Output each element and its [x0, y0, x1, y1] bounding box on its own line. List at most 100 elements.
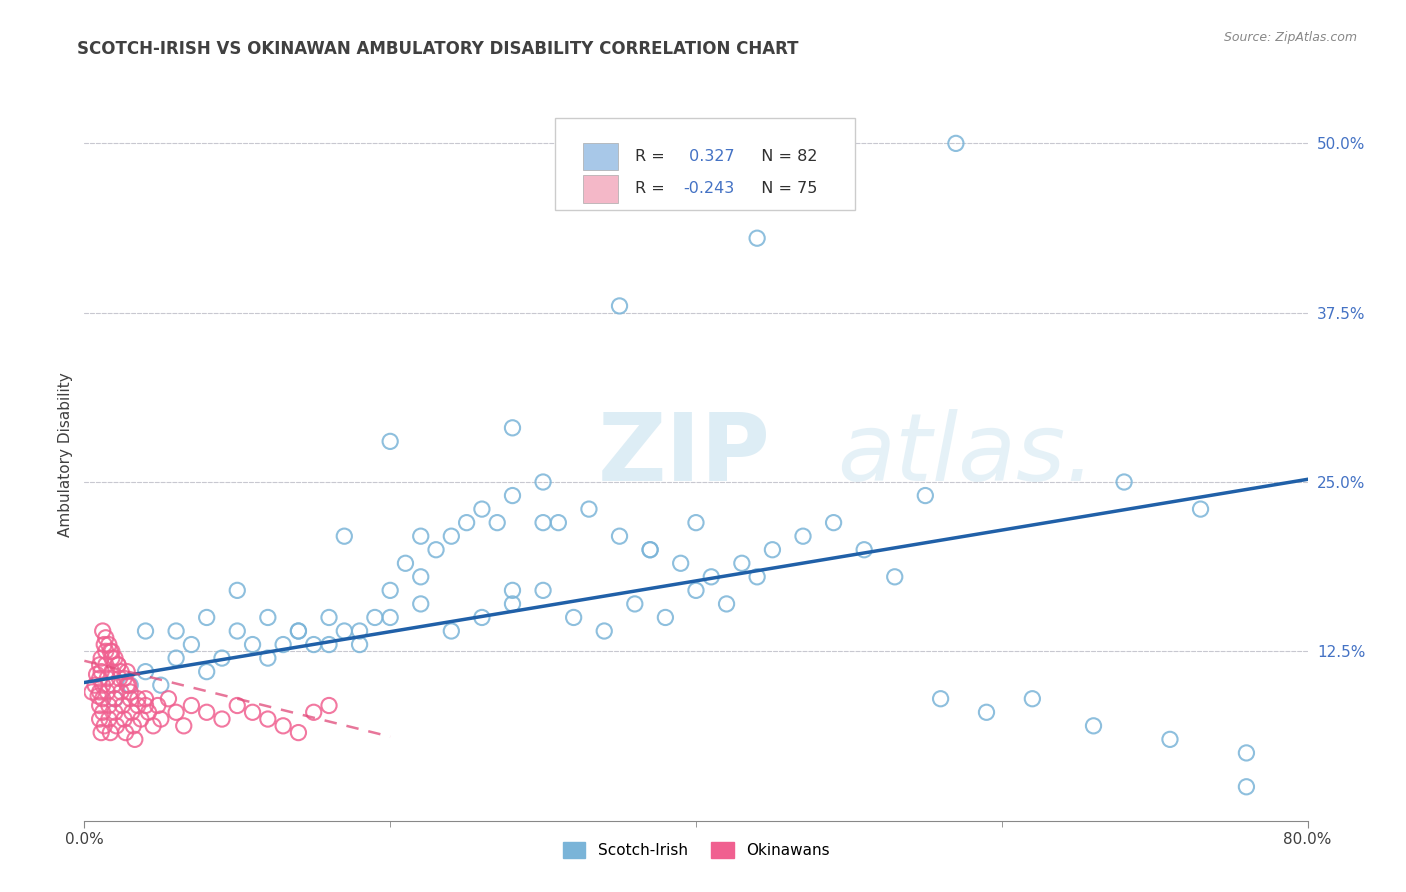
Point: [531, 475, 554, 489]
Point: [271, 719, 294, 733]
Point: [180, 698, 202, 713]
Point: [654, 610, 676, 624]
Point: [94, 657, 117, 672]
Point: [669, 556, 692, 570]
Point: [90, 651, 112, 665]
Point: [94, 644, 117, 658]
Point: [914, 489, 936, 503]
Point: [104, 691, 127, 706]
Text: ZIP: ZIP: [598, 409, 770, 501]
Point: [110, 685, 132, 699]
Point: [609, 529, 631, 543]
Point: [242, 706, 264, 720]
Point: [111, 698, 134, 713]
Point: [101, 644, 124, 658]
Point: [86, 667, 108, 681]
Point: [333, 529, 356, 543]
Point: [149, 712, 172, 726]
Point: [89, 657, 111, 672]
Point: [121, 706, 143, 720]
Point: [93, 638, 115, 652]
Point: [138, 706, 160, 720]
Point: [1159, 732, 1181, 747]
Point: [685, 583, 707, 598]
FancyBboxPatch shape: [555, 119, 855, 210]
Point: [146, 698, 169, 713]
Point: [180, 638, 202, 652]
Point: [226, 698, 249, 713]
Point: [761, 542, 783, 557]
Point: [91, 691, 114, 706]
Point: [173, 719, 195, 733]
Point: [945, 136, 967, 151]
Point: [89, 712, 111, 726]
Point: [97, 638, 120, 652]
Point: [104, 691, 127, 706]
Point: [120, 685, 142, 699]
Text: atlas.: atlas.: [837, 409, 1095, 500]
Point: [883, 570, 905, 584]
Point: [98, 725, 121, 739]
Text: N = 75: N = 75: [751, 181, 817, 196]
Point: [1114, 475, 1136, 489]
Point: [700, 570, 723, 584]
Point: [1021, 691, 1043, 706]
FancyBboxPatch shape: [583, 143, 617, 170]
Point: [716, 597, 738, 611]
Point: [157, 691, 180, 706]
Point: [211, 651, 233, 665]
Point: [287, 725, 309, 739]
Point: [149, 678, 172, 692]
Point: [502, 597, 524, 611]
Point: [440, 529, 463, 543]
Point: [84, 678, 107, 692]
Point: [112, 672, 135, 686]
Point: [638, 542, 661, 557]
Point: [101, 651, 124, 665]
Point: [89, 672, 111, 686]
Point: [135, 665, 157, 679]
Point: [89, 685, 111, 699]
Point: [104, 706, 127, 720]
Point: [115, 678, 138, 692]
Point: [486, 516, 509, 530]
Point: [976, 706, 998, 720]
Point: [364, 610, 387, 624]
Point: [318, 638, 340, 652]
Text: R =: R =: [636, 181, 669, 196]
Point: [120, 678, 142, 692]
Point: [107, 657, 129, 672]
Point: [531, 516, 554, 530]
Point: [226, 624, 249, 638]
Point: [195, 706, 218, 720]
Point: [118, 678, 141, 692]
Point: [471, 502, 494, 516]
Point: [108, 672, 131, 686]
Point: [1236, 746, 1258, 760]
Point: [409, 570, 432, 584]
Y-axis label: Ambulatory Disability: Ambulatory Disability: [58, 373, 73, 537]
Point: [547, 516, 569, 530]
Point: [502, 583, 524, 598]
Point: [135, 698, 157, 713]
Point: [380, 583, 402, 598]
Point: [531, 583, 554, 598]
Point: [823, 516, 845, 530]
Point: [425, 542, 447, 557]
Point: [502, 489, 524, 503]
Point: [211, 712, 233, 726]
Point: [380, 610, 402, 624]
FancyBboxPatch shape: [583, 175, 617, 202]
Point: [226, 583, 249, 598]
Point: [94, 631, 117, 645]
Point: [122, 719, 145, 733]
Point: [96, 685, 118, 699]
Point: [257, 712, 280, 726]
Point: [747, 231, 769, 245]
Point: [101, 665, 124, 679]
Point: [257, 651, 280, 665]
Point: [440, 624, 463, 638]
Point: [792, 529, 814, 543]
Point: [165, 624, 187, 638]
Text: SCOTCH-IRISH VS OKINAWAN AMBULATORY DISABILITY CORRELATION CHART: SCOTCH-IRISH VS OKINAWAN AMBULATORY DISA…: [77, 40, 799, 58]
